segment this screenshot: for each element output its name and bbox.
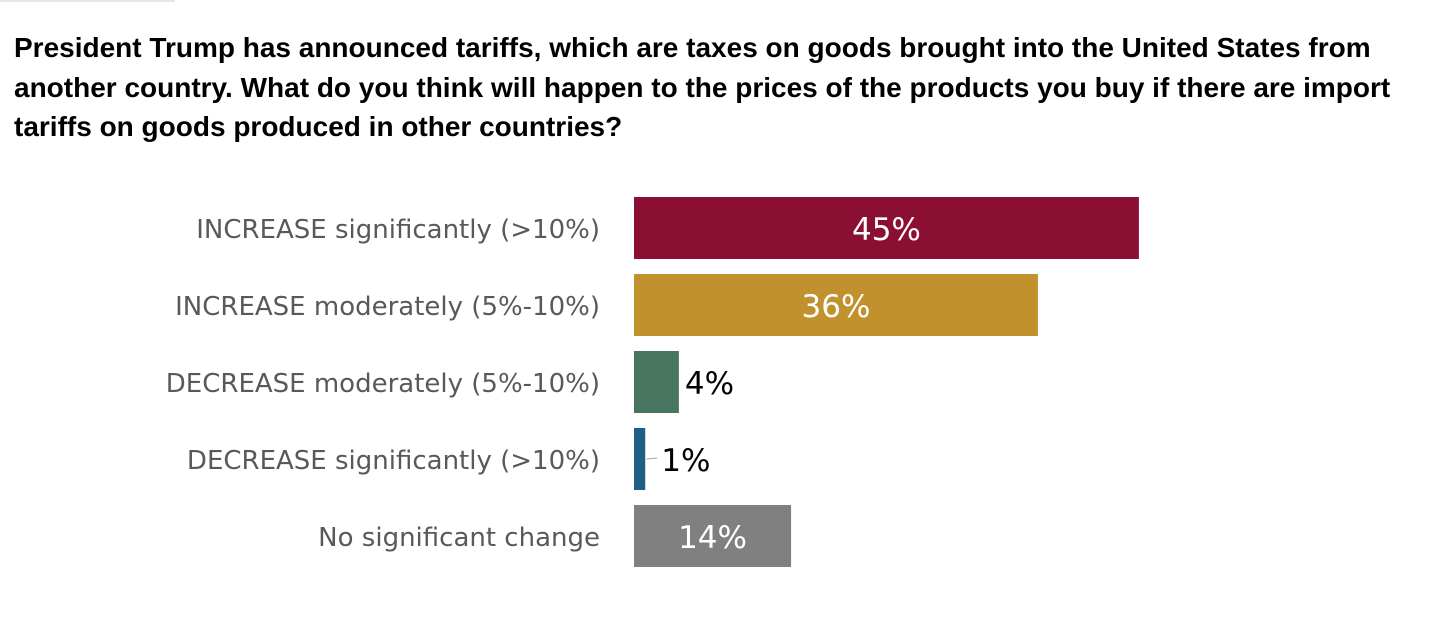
category-label: DECREASE moderately (5%-10%) (166, 369, 600, 399)
category-label: No significant change (318, 523, 600, 553)
value-label: 4% (685, 366, 734, 402)
value-label: 45% (852, 212, 921, 248)
top-divider (0, 0, 175, 2)
bar (634, 197, 1139, 259)
leader-line (646, 457, 658, 460)
bar (634, 505, 792, 567)
chart-title: President Trump has announced tariffs, w… (14, 32, 1391, 142)
category-label: INCREASE moderately (5%-10%) (175, 292, 600, 322)
bar (634, 351, 679, 413)
bar (634, 274, 1038, 336)
value-label: 36% (802, 289, 871, 325)
value-label: 14% (678, 520, 747, 556)
value-label: 1% (661, 443, 710, 479)
bar (634, 428, 646, 490)
category-label: INCREASE significantly (>10%) (196, 215, 600, 245)
category-label: DECREASE significantly (>10%) (187, 446, 600, 476)
